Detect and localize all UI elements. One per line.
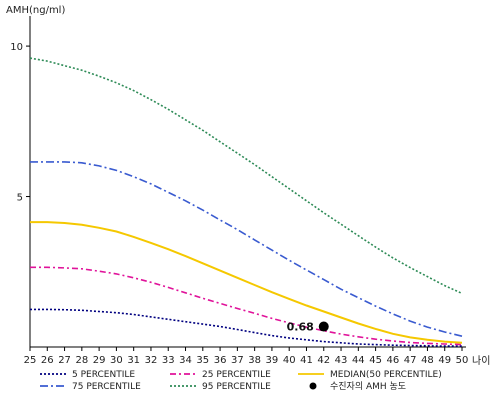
x-tick-label: 45: [369, 355, 382, 366]
x-tick-label: 44: [352, 355, 365, 366]
series-line-75-percentile: [30, 161, 463, 337]
x-tick-label: 40: [283, 355, 296, 366]
axes: 5 10 25 26 27 28 29 30 31 32 33 34 35 36 37 38 39 40 41 42 4…: [10, 16, 468, 366]
x-tick-label: 34: [179, 355, 192, 366]
x-tick-label: 38: [248, 355, 261, 366]
x-tick-label: 35: [196, 355, 209, 366]
x-tick-label: 25: [24, 355, 37, 366]
y-tick-label: 10: [10, 42, 23, 53]
legend-label: 5 PERCENTILE: [72, 370, 135, 380]
x-axis-title: 나이: [472, 355, 490, 367]
legend-label: 95 PERCENTILE: [202, 382, 271, 392]
patient-point-label: 0.68: [287, 321, 314, 334]
x-tick-label: 28: [75, 355, 88, 366]
x-tick-label: 46: [387, 355, 400, 366]
y-axis-title: AMH(ng/ml): [6, 5, 65, 16]
legend-label: MEDIAN(50 PERCENTILE): [330, 370, 442, 380]
legend-label: 75 PERCENTILE: [72, 382, 141, 392]
x-tick-label: 49: [438, 355, 451, 366]
x-tick-label: 50: [456, 355, 469, 366]
x-tick-label: 39: [266, 355, 279, 366]
x-tick-label: 30: [110, 355, 123, 366]
series-line-median-50-percentile-: [30, 221, 463, 344]
x-tick-label: 31: [127, 355, 140, 366]
series-layer: [29, 57, 463, 347]
x-tick-label: 37: [231, 355, 244, 366]
x-tick-label: 41: [300, 355, 313, 366]
x-tick-label: 32: [145, 355, 158, 366]
x-tick-label: 42: [317, 355, 330, 366]
x-tick-label: 47: [404, 355, 417, 366]
y-tick-label: 5: [17, 193, 23, 204]
legend: 5 PERCENTILE 25 PERCENTILE MEDIAN(50 PERCE…: [40, 370, 442, 392]
x-tick-label: 29: [93, 355, 106, 366]
series-line-95-percentile: [29, 57, 463, 295]
legend-label: 25 PERCENTILE: [202, 370, 271, 380]
x-tick-label: 26: [41, 355, 54, 366]
x-tick-label: 33: [162, 355, 175, 366]
series-line-5-percentile: [30, 308, 462, 347]
x-tick-label: 27: [58, 355, 71, 366]
legend-label-patient: 수진자의 AMH 농도: [330, 381, 406, 392]
x-tick-label: 48: [421, 355, 434, 366]
series-line-25-percentile: [30, 266, 463, 346]
patient-point-marker: [318, 321, 329, 332]
x-tick-label: 43: [335, 355, 348, 366]
x-tick-label: 36: [214, 355, 227, 366]
legend-patient-marker: [309, 382, 317, 390]
patient-point-layer: 0.68: [287, 321, 329, 334]
